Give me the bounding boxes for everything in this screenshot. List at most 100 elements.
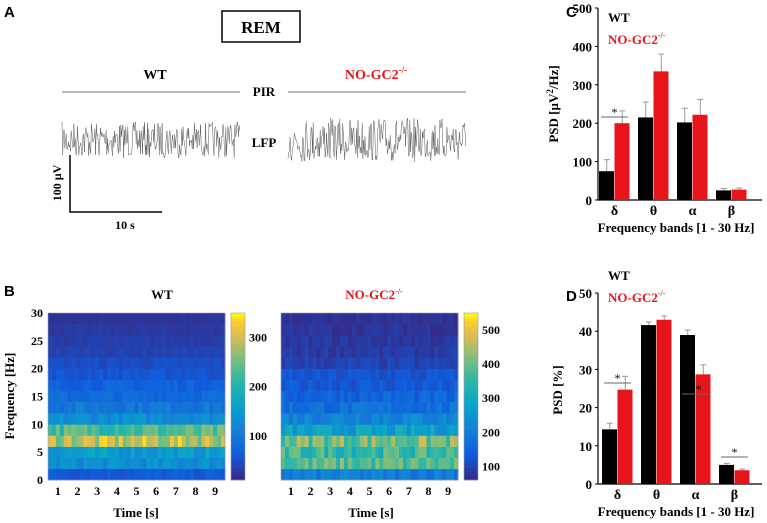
heatmap-cell	[169, 368, 175, 381]
heatmap-cell	[450, 357, 455, 369]
y-tick-label: 10	[31, 417, 43, 431]
heatmap-cell	[71, 435, 76, 447]
heatmap-cell	[332, 357, 337, 369]
heatmap-cell	[154, 324, 159, 336]
colorbar-segment	[231, 452, 245, 456]
heatmap-cell	[324, 357, 329, 369]
heatmap-cell	[426, 390, 431, 403]
heatmap-cell	[292, 413, 298, 425]
heatmap-cell	[387, 413, 392, 425]
heatmap-cell	[55, 413, 61, 425]
heatmap-cell	[387, 335, 392, 347]
colorbar-segment	[231, 396, 245, 400]
bar-ko	[656, 319, 672, 484]
bar-ko	[692, 114, 708, 200]
heatmap-cell	[422, 446, 427, 459]
heatmap-cell	[181, 368, 187, 381]
heatmap-cell	[209, 402, 214, 414]
heatmap-cell	[154, 390, 159, 403]
heatmap-cell	[107, 324, 112, 336]
heatmap-cell	[430, 424, 435, 436]
heatmap-cell	[288, 390, 294, 403]
heatmap-cell	[103, 368, 108, 381]
heatmap-cell	[205, 357, 210, 369]
heatmap-cell	[67, 390, 72, 403]
heatmap-cell	[446, 413, 451, 425]
colorbar-segment	[231, 446, 245, 450]
heatmap-cell	[213, 324, 218, 336]
heatmap-cell	[91, 324, 96, 336]
heatmap-cell	[288, 446, 294, 459]
heatmap-cell	[300, 335, 305, 347]
heatmap-cell	[87, 324, 92, 336]
heatmap-cell	[95, 413, 100, 425]
heatmap-cell	[363, 435, 368, 447]
x-tick-label: 9	[445, 484, 451, 498]
heatmap-cell	[406, 413, 412, 425]
heatmap-cell	[281, 346, 286, 358]
heatmap-cell	[209, 346, 214, 358]
heatmap-cell	[328, 424, 333, 436]
heatmap-cell	[347, 346, 353, 358]
bar-ko	[653, 71, 669, 200]
colorbar-tick-label: 100	[482, 459, 500, 473]
heatmap-cell	[138, 468, 143, 481]
heatmap-cell	[371, 335, 376, 347]
heatmap-cell	[438, 468, 443, 481]
panel-label-c: C	[566, 4, 577, 21]
heatmap-cell	[87, 390, 92, 403]
heatmap-cell	[438, 335, 443, 347]
heatmap-cell	[205, 335, 210, 347]
heatmap-cell	[281, 446, 286, 459]
heatmap-cell	[114, 368, 120, 381]
heatmap-cell	[71, 313, 76, 325]
heatmap-cell	[99, 413, 104, 425]
heatmap-cell	[75, 435, 80, 447]
colorbar-segment	[231, 340, 245, 344]
heatmap-cell	[158, 435, 163, 447]
heatmap-cell	[347, 313, 353, 325]
heatmap-cell	[328, 324, 333, 336]
heatmap-cell	[355, 402, 361, 414]
heatmap-cell	[391, 368, 396, 381]
colorbar-tick-label: 500	[482, 323, 500, 337]
heatmap-cell	[177, 335, 183, 347]
heatmap-cell	[138, 413, 143, 425]
colorbar-segment	[464, 446, 478, 450]
heatmap-cell	[347, 390, 353, 403]
heatmap-cell	[379, 368, 384, 381]
heatmap-cell	[414, 368, 420, 381]
heatmap-cell	[312, 435, 317, 447]
heatmap-cell	[336, 346, 341, 358]
chart-d-y-label: PSD [%]	[550, 365, 565, 414]
colorbar-segment	[464, 335, 478, 339]
heatmap-cell	[324, 346, 329, 358]
heatmap-cell	[422, 413, 427, 425]
heatmap-cell	[67, 357, 72, 369]
heatmap-cell	[430, 368, 435, 381]
heatmap-cell	[371, 357, 376, 369]
heatmap-cell	[55, 435, 61, 447]
colorbar-segment	[231, 399, 245, 403]
heatmap-cell	[324, 324, 329, 336]
heatmap-cell	[150, 413, 155, 425]
colorbar-segment	[231, 379, 245, 383]
heatmap-cell	[300, 468, 305, 481]
heatmap-cell	[59, 390, 65, 403]
heatmap-cell	[75, 324, 80, 336]
heatmap-cell	[406, 346, 412, 358]
heatmap-cell	[454, 313, 459, 325]
heatmap-cell	[162, 468, 167, 481]
heatmap-cell	[79, 413, 84, 425]
heatmap-cell	[166, 424, 171, 436]
heatmap-cell	[79, 346, 84, 358]
heatmap-cell	[142, 446, 147, 459]
heatmap-cell	[367, 435, 372, 447]
heatmap-cell	[426, 457, 431, 470]
heatmap-cell	[359, 390, 364, 403]
heatmap-cell	[166, 379, 171, 392]
heatmap-cell	[434, 368, 439, 381]
heatmap-cell	[454, 413, 459, 425]
heatmap-cell	[213, 379, 218, 392]
